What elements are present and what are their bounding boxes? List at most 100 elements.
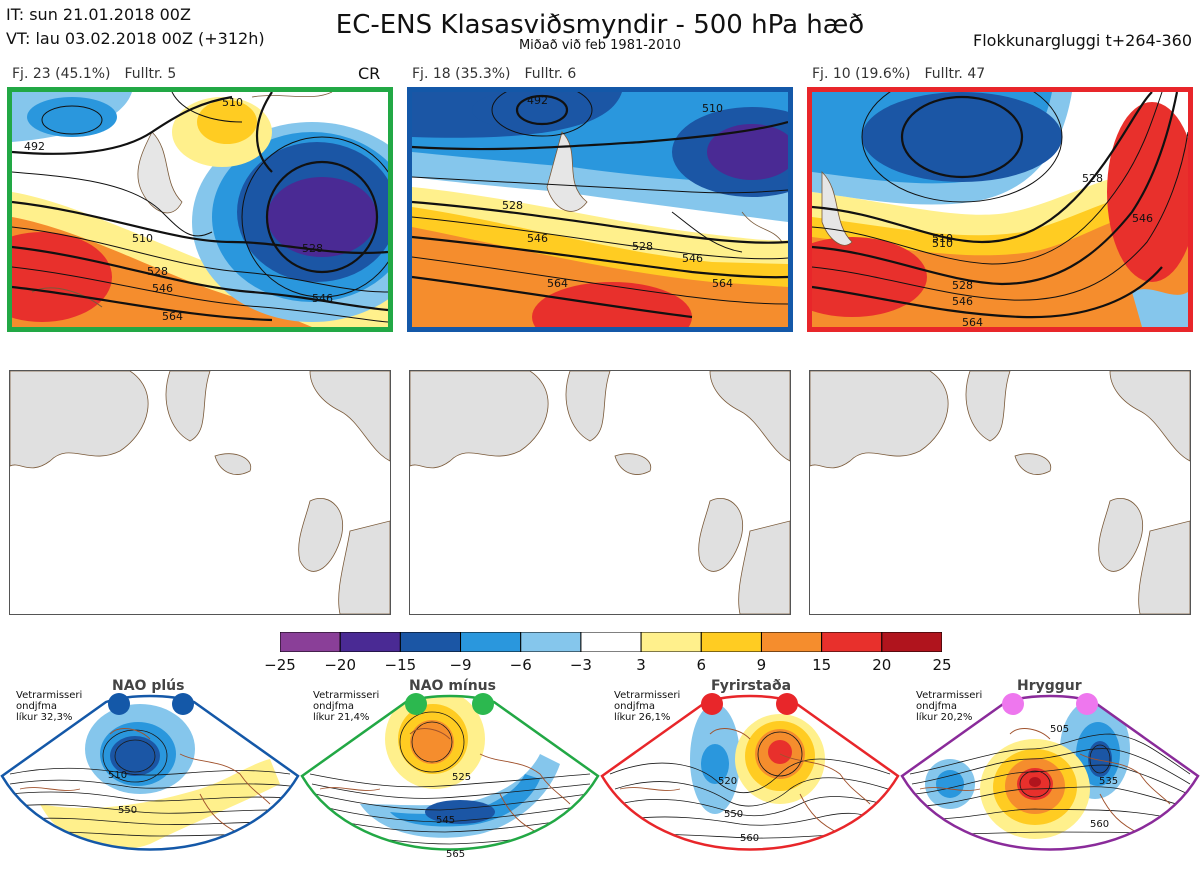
cluster-1-contour-label: 528: [302, 242, 323, 255]
regime-4-contour-labels: 505 535 560: [1050, 724, 1118, 830]
cluster-3-contour-label: 546: [952, 295, 973, 308]
regime-2-title: NAO mínus: [409, 678, 496, 694]
colorbar-tick-label: 15: [812, 656, 832, 674]
regime-1-contour-label: 510: [108, 770, 127, 781]
regime-1-note: Vetrarmisseri ondjfma líkur 32,3%: [16, 690, 82, 723]
cluster-1-contour-label: 564: [162, 310, 183, 323]
cluster-2-label: Fj. 18 (35.3%) Fulltr. 6: [412, 66, 590, 82]
regime-3-contour-label: 560: [740, 833, 759, 844]
note-line: líkur 20,2%: [916, 712, 973, 723]
regime-4-note: Vetrarmisseri ondjfma líkur 20,2%: [916, 690, 982, 723]
regime-2-map: 525 545 565: [300, 694, 600, 871]
initial-time: IT: sun 21.01.2018 00Z: [6, 5, 191, 24]
note-line: Vetrarmisseri: [16, 690, 83, 701]
regime-2-contour-label: 565: [446, 849, 465, 860]
note-line: Vetrarmisseri: [916, 690, 983, 701]
colorbar-swatch: [821, 631, 883, 653]
regime-4-map: 505 535 560: [900, 694, 1200, 871]
cluster-3-representative: Fulltr. 47: [924, 66, 986, 82]
regime-1-title: NAO plús: [112, 678, 185, 694]
cluster-1-representative: Fulltr. 5: [124, 66, 177, 82]
regime-4-marker-right: [1076, 693, 1098, 715]
regime-4-title: Hryggur: [1017, 678, 1082, 694]
colorbar-tick-label: 9: [756, 656, 767, 674]
cluster-1-contour-labels: 492 510 528 510 528 546 564 546: [24, 96, 333, 323]
note-line: ondjfma: [16, 701, 57, 712]
cluster-1-size: Fj. 23 (45.1%): [12, 66, 111, 82]
cluster-2-representative: Fulltr. 6: [524, 66, 577, 82]
colorbar-tick-label: −3: [569, 656, 592, 674]
regime-3-marker-right: [776, 693, 798, 715]
cluster-2-contour-label: 510: [702, 102, 723, 115]
cluster-1-contour-label: 546: [152, 282, 173, 295]
cluster-1-contour-label: 546: [312, 292, 333, 305]
regime-3-contour-label: 520: [718, 776, 737, 787]
colorbar-tick-label: 25: [932, 656, 952, 674]
cluster-3-contour-label: 510: [932, 237, 953, 250]
cluster-1-map: 492 510 528 510 528 546 564 546: [7, 87, 393, 332]
regime-4-contour-label: 505: [1050, 724, 1069, 735]
note-line: líkur 21,4%: [313, 712, 370, 723]
note-line: Vetrarmisseri: [313, 690, 380, 701]
base-map-3: [809, 370, 1191, 615]
cluster-1-label: Fj. 23 (45.1%) Fulltr. 5: [12, 66, 190, 82]
regime-3-contour-labels: 520 550 560: [718, 776, 759, 844]
cluster-2-contour-label: 546: [527, 232, 548, 245]
cluster-3-contour-label: 528: [952, 279, 973, 292]
colorbar-tick-label: −25: [264, 656, 296, 674]
regime-1-marker-right: [172, 693, 194, 715]
note-line: líkur 32,3%: [16, 712, 73, 723]
colorbar-swatch: [399, 631, 462, 653]
cluster-2-contour-label: 492: [527, 94, 548, 107]
cluster-1-contour-label: 528: [147, 265, 168, 278]
colorbar-swatch: [520, 631, 582, 653]
note-line: Vetrarmisseri: [614, 690, 681, 701]
base-map-2: [409, 370, 791, 615]
cluster-3-contour-label: 510: [932, 232, 953, 245]
regime-2-note: Vetrarmisseri ondjfma líkur 21,4%: [313, 690, 379, 723]
regime-4-marker-left: [1002, 693, 1024, 715]
cluster-1-contour-label: 510: [132, 232, 153, 245]
cluster-1-contour-label: 510: [222, 96, 243, 109]
colorbar-tick-label: 3: [636, 656, 646, 674]
colorbar-tick-label: −20: [324, 656, 356, 674]
regime-2-contour-label: 525: [452, 772, 471, 783]
colorbar: [279, 631, 943, 653]
cluster-1-tag: CR: [358, 64, 381, 83]
regime-1-contour-label: 550: [118, 805, 137, 816]
regime-3-marker-left: [701, 693, 723, 715]
regime-3-contour-label: 550: [724, 809, 743, 820]
colorbar-swatch: [580, 631, 642, 653]
colorbar-swatch: [881, 631, 943, 653]
cluster-3-map: 510 528 546 510 528 546 564: [807, 87, 1193, 332]
colorbar-swatch: [460, 631, 522, 653]
cluster-3-contour-label: 546: [1132, 212, 1153, 225]
colorbar-tick-label: 6: [696, 656, 707, 674]
cluster-1-contour-label: 492: [24, 140, 45, 153]
colorbar-swatch: [700, 631, 762, 653]
regime-1-contour-labels: 510 550: [108, 770, 137, 816]
valid-time: VT: lau 03.02.2018 00Z (+312h): [6, 29, 265, 48]
regime-2-marker-right: [472, 693, 494, 715]
classification-window: Flokkunargluggi t+264-360: [973, 31, 1192, 50]
colorbar-swatch: [339, 631, 401, 653]
regime-3-map: 520 550 560: [600, 694, 900, 871]
cluster-2-contour-label: 528: [632, 240, 653, 253]
base-map-1: [9, 370, 391, 615]
regime-2-contour-label: 545: [436, 815, 455, 826]
cluster-2-contour-labels: 492 510 528 546 528 546 564 564: [502, 94, 733, 290]
colorbar-tick-label: 20: [872, 656, 892, 674]
cluster-3-contour-label: 528: [1082, 172, 1103, 185]
colorbar-swatch: [279, 631, 341, 653]
colorbar-swatch: [640, 631, 702, 653]
cluster-3-contour-label: 564: [962, 316, 983, 327]
regime-1-map: 510 550: [0, 694, 300, 871]
cluster-3-size: Fj. 10 (19.6%): [812, 66, 911, 82]
regime-3-title: Fyrirstaða: [711, 678, 792, 694]
page-title: EC-ENS Klasasviðsmyndir - 500 hPa hæð: [335, 10, 865, 40]
cluster-3-contour-labels: 510 528 546 510 528 546 564: [932, 172, 1153, 327]
cluster-2-contour-label: 564: [547, 277, 568, 290]
colorbar-tick-label: −9: [449, 656, 472, 674]
cluster-2-map: 492 510 528 546 528 546 564 564: [407, 87, 793, 332]
note-line: ondjfma: [614, 701, 655, 712]
